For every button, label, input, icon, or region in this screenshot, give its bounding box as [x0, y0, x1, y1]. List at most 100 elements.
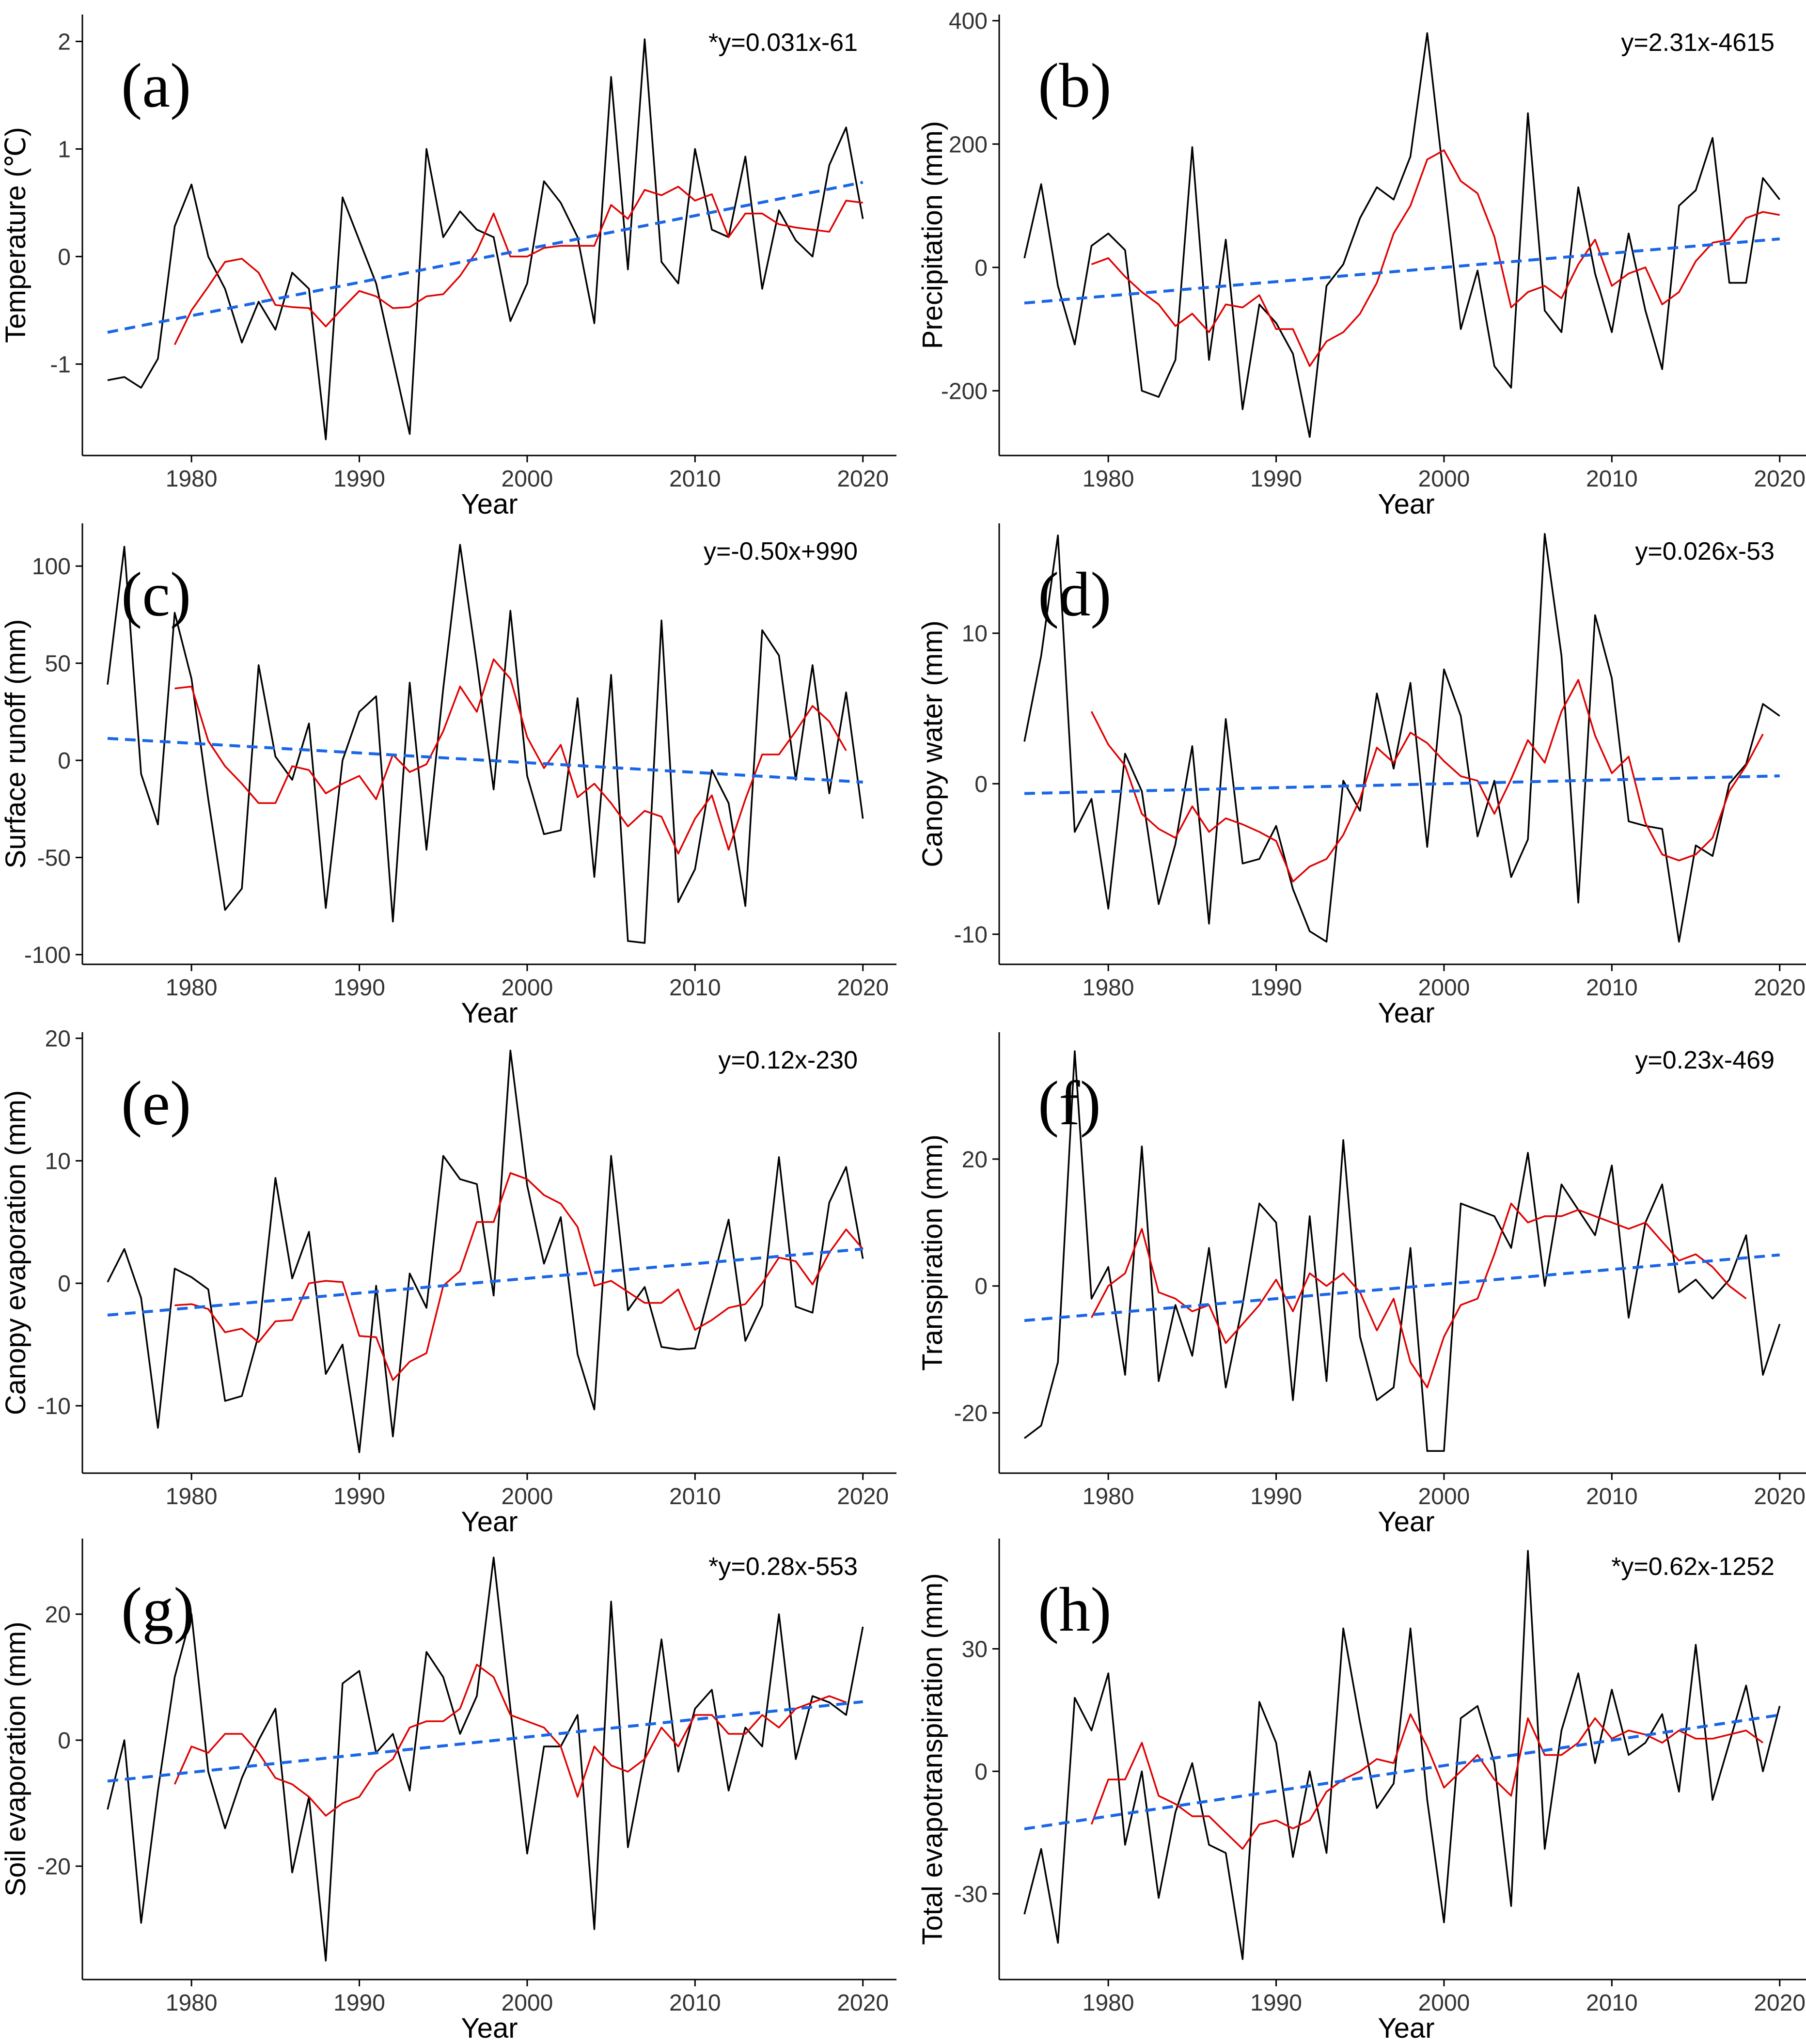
panel-label: (h) — [1038, 1575, 1112, 1645]
y-tick-label: -200 — [941, 378, 988, 404]
trend-line — [1024, 237, 1780, 305]
x-tick-label: 1980 — [1083, 975, 1134, 1001]
y-tick-label: -20 — [37, 1854, 71, 1880]
trend-equation: y=0.026x-53 — [1635, 537, 1775, 566]
y-tick-label: 20 — [45, 1026, 71, 1052]
series-moving-average-line — [173, 186, 863, 346]
panel-label: (f) — [1038, 1069, 1101, 1138]
y-tick-label: -30 — [954, 1882, 988, 1907]
y-tick-label: 400 — [949, 9, 988, 34]
panel-c: 1980 1990 2000 2010 2020 -100 -50 0 50 100 Year Sur… — [0, 523, 896, 1029]
trend-equation: y=0.12x-230 — [718, 1046, 858, 1074]
panel-label: (a) — [121, 51, 191, 121]
trend-equation: *y=0.62x-1252 — [1611, 1553, 1775, 1581]
x-tick-label: 2000 — [1418, 1484, 1470, 1509]
series-annual-anomaly-line — [1023, 32, 1781, 438]
y-axis-label: Canopy evaporation (mm) — [0, 1090, 31, 1415]
x-tick-label: 2000 — [1418, 466, 1470, 492]
x-tick-label: 2020 — [837, 1484, 889, 1509]
trend-equation: y=-0.50x+990 — [704, 537, 858, 566]
y-axis-label: Canopy water (mm) — [917, 620, 948, 867]
x-tick-label: 1990 — [1250, 1990, 1302, 2016]
x-tick-label: 1980 — [166, 466, 218, 492]
x-tick-label: 2020 — [1754, 1990, 1806, 2016]
series-moving-average-line — [173, 1664, 847, 1817]
trend-equation: y=2.31x-4615 — [1621, 29, 1775, 57]
y-tick-label: 2 — [58, 29, 71, 55]
series-moving-average-line — [174, 1172, 864, 1381]
x-tick-label: 2010 — [669, 466, 721, 492]
x-tick-label: 1980 — [1083, 1990, 1134, 2016]
panel-g: 1980 1990 2000 2010 2020 -20 0 20 Year Soil evapo… — [0, 1539, 896, 2044]
y-tick-label: 100 — [32, 554, 71, 580]
x-axis-label: Year — [461, 997, 518, 1029]
panel-h: 1980 1990 2000 2010 2020 -30 0 30 Year Total evap… — [917, 1539, 1806, 2044]
panel-label: (c) — [121, 560, 191, 629]
y-axis-label: Surface runoff (mm) — [0, 619, 31, 869]
x-tick-label: 2000 — [502, 466, 553, 492]
x-tick-label: 2020 — [1754, 1484, 1806, 1509]
x-axis-label: Year — [1378, 1506, 1434, 1538]
y-tick-label: -50 — [37, 846, 71, 871]
trend-equation: *y=0.28x-553 — [708, 1553, 858, 1581]
x-tick-label: 2010 — [669, 1990, 721, 2016]
x-tick-label: 1990 — [1250, 466, 1302, 492]
y-axis-label: Transpiration (mm) — [917, 1134, 948, 1371]
y-tick-label: -100 — [24, 943, 71, 968]
y-axis-label: Soil evaporation (mm) — [0, 1621, 31, 1896]
x-tick-label: 2020 — [837, 975, 889, 1001]
y-tick-label: 50 — [45, 651, 71, 677]
y-tick-label: 0 — [974, 1274, 988, 1300]
y-tick-label: 0 — [58, 1728, 71, 1754]
series-moving-average-line — [1090, 1713, 1764, 1850]
y-tick-label: 20 — [45, 1602, 71, 1628]
y-axis-label: Total evapotranspiration (mm) — [917, 1573, 948, 1945]
trend-line — [107, 1700, 864, 1783]
series-moving-average-line — [1090, 1202, 1747, 1388]
x-tick-label: 2010 — [1586, 1990, 1638, 2016]
x-tick-label: 2000 — [502, 1990, 553, 2016]
y-tick-label: -10 — [37, 1394, 71, 1419]
y-tick-label: 0 — [974, 771, 988, 797]
panel-f: 1980 1990 2000 2010 2020 -20 0 20 Year Transpirat… — [917, 1032, 1806, 1538]
panel-d: 1980 1990 2000 2010 2020 -10 0 10 Year Canopy wat… — [917, 523, 1806, 1029]
panel-e: 1980 1990 2000 2010 2020 -10 0 10 20 Year Canopy e… — [0, 1026, 896, 1538]
panel-b: 1980 1990 2000 2010 2020 -200 0 200 400 Year Preci… — [917, 9, 1806, 520]
x-tick-label: 2010 — [669, 1484, 721, 1509]
x-axis-label: Year — [461, 1506, 518, 1538]
panel-a: 1980 1990 2000 2010 2020 -1 0 1 2 Year Temperature… — [0, 15, 896, 520]
x-tick-label: 1980 — [166, 1990, 218, 2016]
trend-line — [1024, 1714, 1780, 1831]
y-tick-label: 30 — [962, 1637, 988, 1663]
y-tick-label: 20 — [962, 1147, 988, 1173]
x-tick-label: 2000 — [1418, 975, 1470, 1001]
x-tick-label: 2000 — [502, 975, 553, 1001]
y-tick-label: 0 — [974, 1759, 988, 1785]
x-tick-label: 1980 — [1083, 466, 1134, 492]
panel-label: (b) — [1038, 51, 1112, 121]
x-tick-label: 2020 — [1754, 975, 1806, 1001]
series-annual-anomaly-line — [107, 544, 864, 944]
x-tick-label: 2000 — [502, 1484, 553, 1509]
series-annual-anomaly-line — [107, 1557, 864, 1962]
trend-line — [1024, 1253, 1780, 1322]
trend-equation: y=0.23x-469 — [1635, 1046, 1775, 1074]
series-annual-anomaly-line — [1023, 533, 1780, 943]
panel-label: (e) — [121, 1069, 191, 1138]
series-annual-anomaly-line — [1023, 1550, 1781, 1960]
x-tick-label: 2010 — [1586, 466, 1638, 492]
trend-line — [107, 181, 864, 334]
x-tick-label: 2000 — [1418, 1990, 1470, 2016]
series-moving-average-line — [1091, 149, 1780, 367]
x-tick-label: 1990 — [333, 466, 385, 492]
panel-label: (g) — [121, 1575, 195, 1645]
trend-line — [107, 737, 863, 784]
y-tick-label: 200 — [949, 132, 988, 157]
y-tick-label: -10 — [954, 922, 988, 948]
x-tick-label: 2020 — [1754, 466, 1806, 492]
x-tick-label: 1980 — [166, 975, 218, 1001]
trend-equation: *y=0.031x-61 — [708, 29, 858, 57]
y-tick-label: 0 — [58, 244, 71, 270]
series-moving-average-line — [1090, 679, 1764, 882]
trend-line — [107, 1247, 863, 1317]
